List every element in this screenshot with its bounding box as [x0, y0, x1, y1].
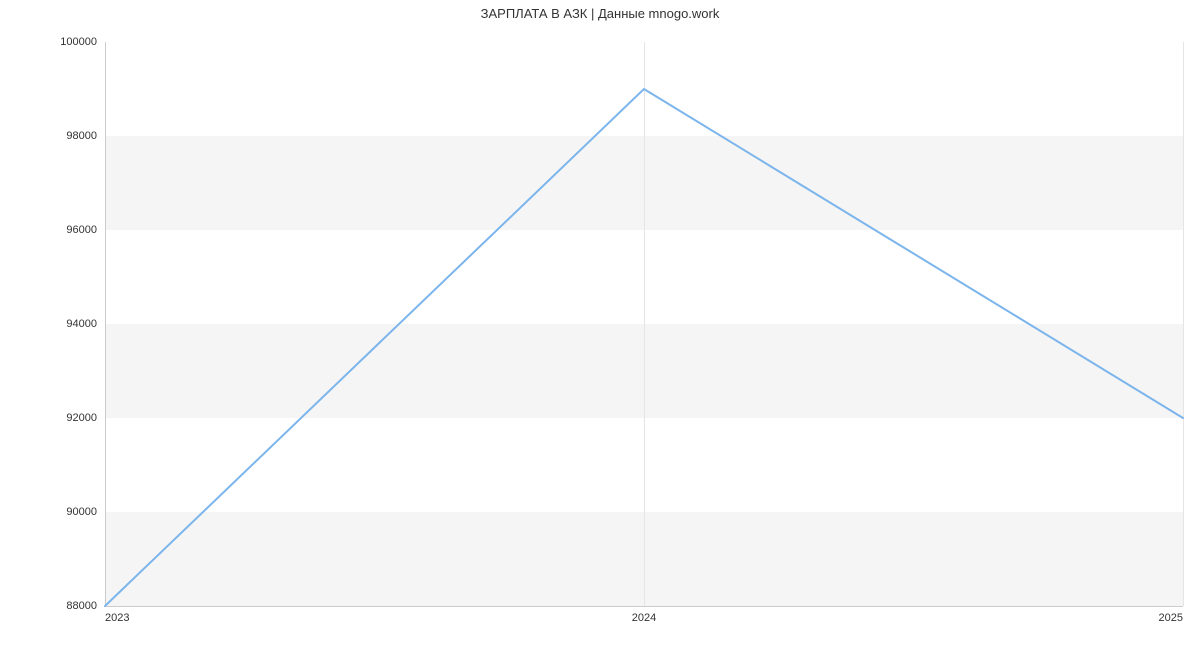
chart-title: ЗАРПЛАТА В АЗК | Данные mnogo.work	[0, 6, 1200, 21]
y-tick-label: 92000	[66, 412, 97, 424]
x-gridline	[1183, 42, 1184, 606]
y-tick-label: 88000	[66, 600, 97, 612]
line-series	[105, 89, 1183, 606]
y-tick-label: 96000	[66, 224, 97, 236]
y-tick-label: 90000	[66, 506, 97, 518]
line-series-layer	[105, 42, 1183, 606]
y-tick-label: 94000	[66, 318, 97, 330]
y-tick-label: 98000	[66, 130, 97, 142]
x-tick-label: 2023	[105, 612, 129, 624]
x-axis-line	[105, 606, 1183, 607]
plot-area: 8800090000920009400096000980001000002023…	[105, 42, 1183, 606]
x-tick-label: 2025	[1159, 612, 1183, 624]
x-tick-label: 2024	[632, 612, 656, 624]
chart-container: ЗАРПЛАТА В АЗК | Данные mnogo.work 88000…	[0, 0, 1200, 650]
y-tick-label: 100000	[60, 36, 97, 48]
